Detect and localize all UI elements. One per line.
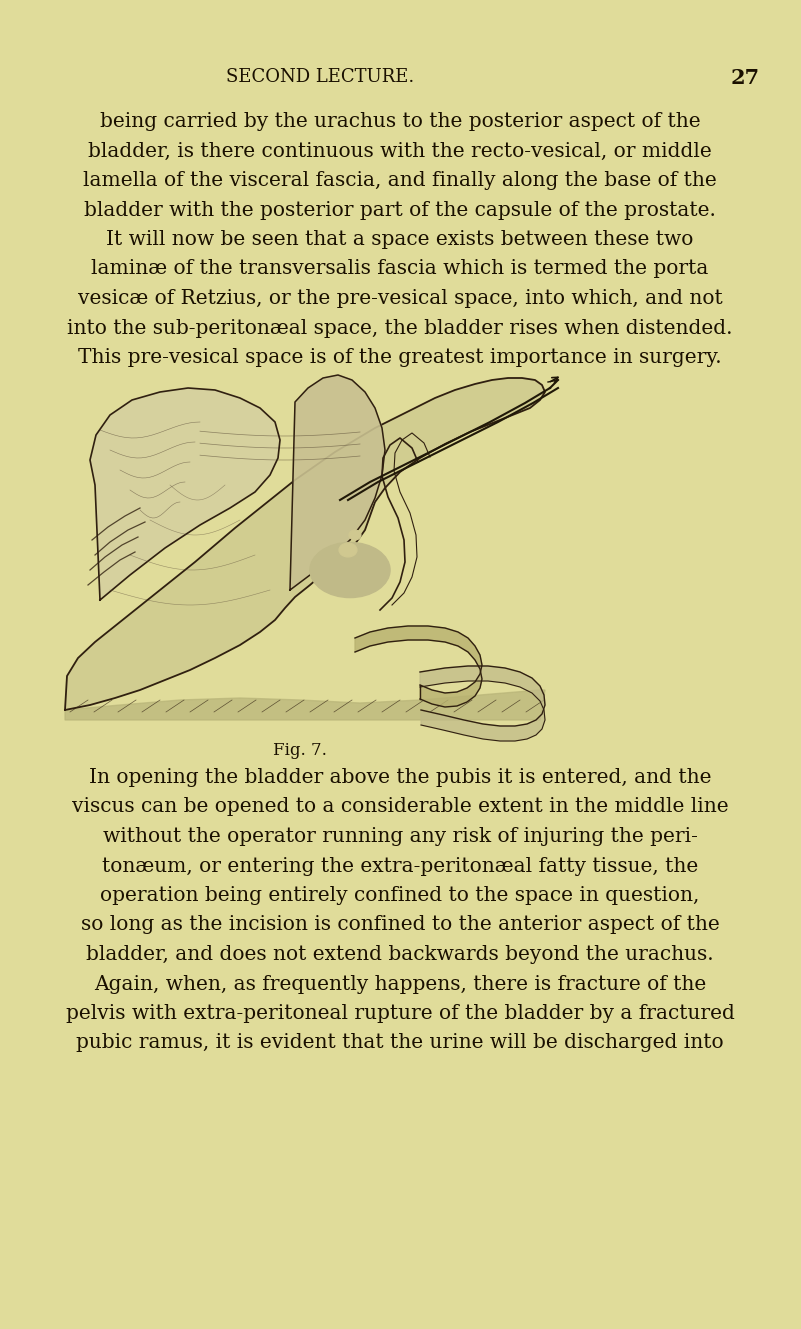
Text: tonæum, or entering the extra-peritonæal fatty tissue, the: tonæum, or entering the extra-peritonæal… (102, 856, 698, 876)
Text: Again, when, as frequently happens, there is fracture of the: Again, when, as frequently happens, ther… (94, 974, 706, 994)
Polygon shape (290, 375, 385, 590)
Ellipse shape (310, 542, 390, 598)
Text: vesicæ of Retzius, or the pre-vesical space, into which, and not: vesicæ of Retzius, or the pre-vesical sp… (78, 288, 723, 308)
Text: bladder, is there continuous with the recto-vesical, or middle: bladder, is there continuous with the re… (88, 141, 712, 161)
Text: being carried by the urachus to the posterior aspect of the: being carried by the urachus to the post… (99, 112, 700, 132)
Ellipse shape (339, 544, 357, 557)
Text: This pre-vesical space is of the greatest importance in surgery.: This pre-vesical space is of the greates… (78, 348, 722, 367)
Text: viscus can be opened to a considerable extent in the middle line: viscus can be opened to a considerable e… (71, 797, 728, 816)
Text: lamella of the visceral fascia, and finally along the base of the: lamella of the visceral fascia, and fina… (83, 171, 717, 190)
Text: bladder with the posterior part of the capsule of the prostate.: bladder with the posterior part of the c… (84, 201, 716, 219)
Text: Fig. 7.: Fig. 7. (273, 742, 327, 759)
Ellipse shape (349, 530, 361, 540)
Polygon shape (65, 690, 545, 720)
Text: It will now be seen that a space exists between these two: It will now be seen that a space exists … (107, 230, 694, 249)
Text: so long as the incision is confined to the anterior aspect of the: so long as the incision is confined to t… (81, 916, 719, 934)
Text: pubic ramus, it is evident that the urine will be discharged into: pubic ramus, it is evident that the urin… (76, 1034, 724, 1053)
Text: In opening the bladder above the pubis it is entered, and the: In opening the bladder above the pubis i… (89, 768, 711, 787)
Text: pelvis with extra-peritoneal rupture of the bladder by a fractured: pelvis with extra-peritoneal rupture of … (66, 1003, 735, 1023)
Polygon shape (65, 377, 545, 710)
Text: 27: 27 (731, 68, 759, 88)
Text: SECOND LECTURE.: SECOND LECTURE. (226, 68, 414, 86)
Text: into the sub-peritonæal space, the bladder rises when distended.: into the sub-peritonæal space, the bladd… (67, 319, 733, 338)
Text: operation being entirely confined to the space in question,: operation being entirely confined to the… (100, 886, 700, 905)
Polygon shape (90, 388, 280, 599)
Text: bladder, and does not extend backwards beyond the urachus.: bladder, and does not extend backwards b… (87, 945, 714, 964)
Polygon shape (420, 666, 545, 742)
Text: without the operator running any risk of injuring the peri-: without the operator running any risk of… (103, 827, 698, 847)
Polygon shape (355, 626, 482, 707)
Text: laminæ of the transversalis fascia which is termed the porta: laminæ of the transversalis fascia which… (91, 259, 709, 279)
